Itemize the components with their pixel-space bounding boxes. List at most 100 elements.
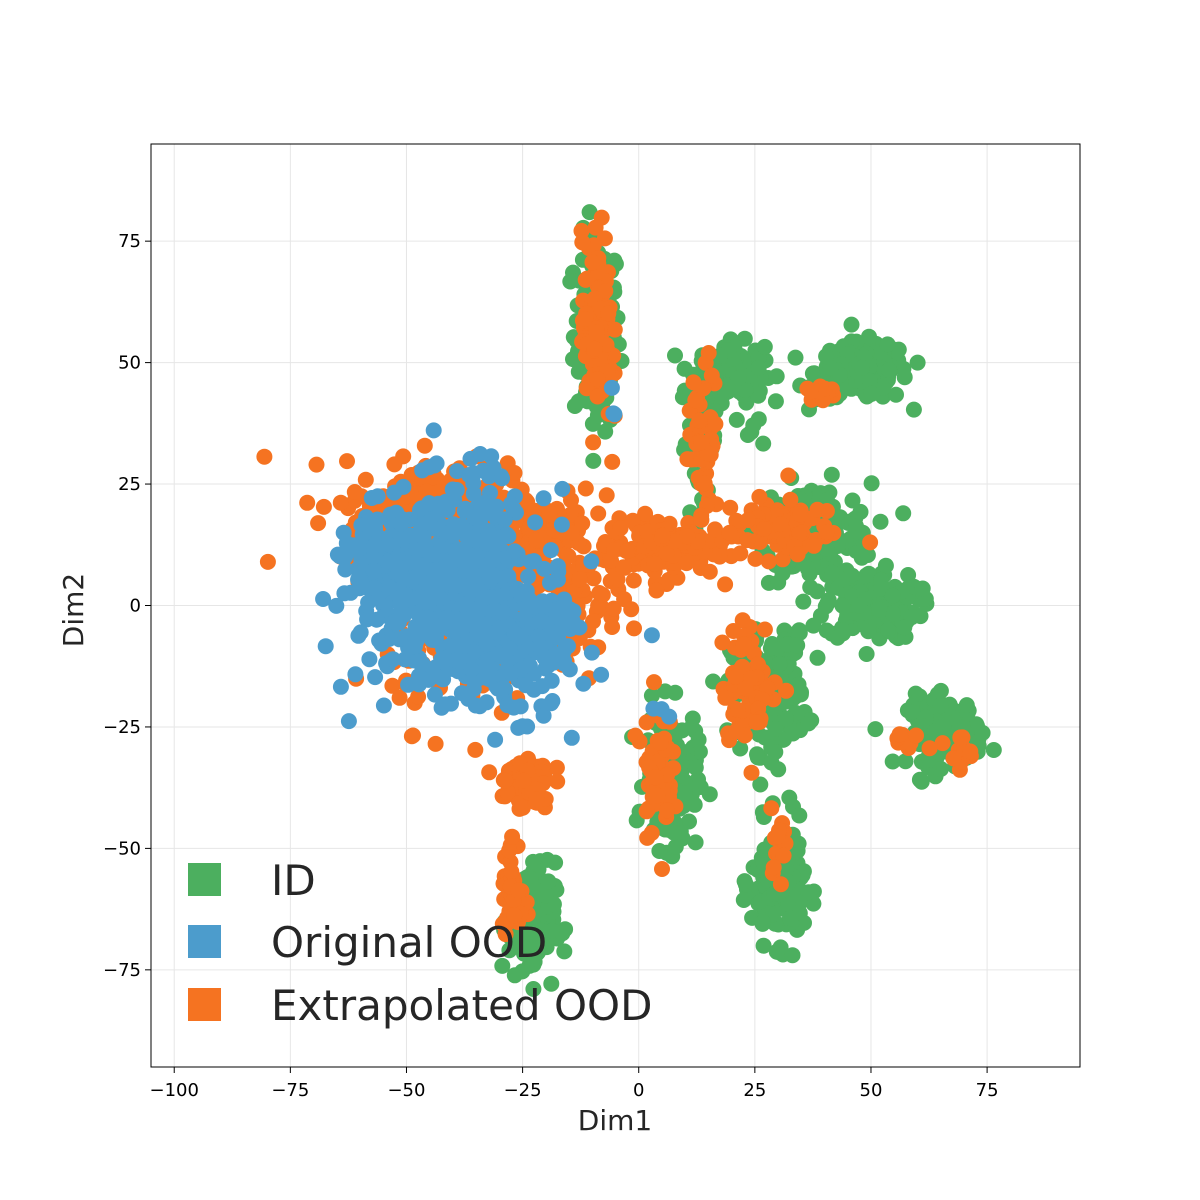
scatter-point xyxy=(526,950,543,967)
scatter-point xyxy=(765,859,782,876)
scatter-point xyxy=(495,680,512,697)
scatter-point xyxy=(410,688,427,705)
scatter-point xyxy=(624,512,641,529)
scatter-point xyxy=(520,925,537,942)
scatter-point xyxy=(784,947,801,964)
scatter-point xyxy=(573,222,590,239)
scatter-point xyxy=(587,219,604,236)
y-tick-label: 50 xyxy=(118,353,141,374)
scatter-point xyxy=(952,729,969,746)
scatter-point xyxy=(547,854,564,871)
scatter-point xyxy=(497,772,514,789)
scatter-point xyxy=(791,807,808,824)
scatter-point xyxy=(974,724,991,741)
scatter-point xyxy=(767,744,784,760)
scatter-point xyxy=(427,735,444,752)
scatter-point xyxy=(550,571,566,588)
scatter-point xyxy=(496,511,513,528)
scatter-point xyxy=(696,475,713,492)
scatter-point xyxy=(472,446,489,462)
scatter-point xyxy=(775,847,792,864)
scatter-point xyxy=(612,520,629,537)
scatter-point xyxy=(386,456,403,473)
scatter-point xyxy=(395,478,412,495)
scatter-point xyxy=(339,453,355,470)
scatter-point xyxy=(423,546,439,563)
y-tick-label: −75 xyxy=(103,960,141,981)
scatter-point xyxy=(728,723,745,740)
scatter-point xyxy=(578,380,595,397)
scatter-point xyxy=(751,488,768,505)
scatter-point xyxy=(368,611,385,628)
legend-swatch xyxy=(188,863,221,896)
scatter-point xyxy=(800,884,817,901)
scatter-point xyxy=(437,696,454,713)
scatter-point xyxy=(498,526,515,543)
x-tick-label: 75 xyxy=(976,1080,999,1101)
scatter-point xyxy=(768,368,785,385)
scatter-point xyxy=(732,740,749,757)
scatter-point xyxy=(747,550,764,567)
x-tick-label: −100 xyxy=(149,1080,198,1101)
scatter-point xyxy=(736,873,753,890)
scatter-point xyxy=(426,686,443,703)
scatter-point xyxy=(337,561,354,578)
scatter-point xyxy=(558,614,575,631)
scatter-point xyxy=(880,362,897,378)
scatter-point xyxy=(649,787,666,804)
scatter-point xyxy=(571,571,588,588)
scatter-point xyxy=(666,533,683,550)
scatter-point xyxy=(494,604,511,621)
scatter-point xyxy=(414,516,431,533)
scatter-point xyxy=(363,490,380,506)
scatter-point xyxy=(435,671,452,688)
scatter-point xyxy=(335,524,352,541)
scatter-point xyxy=(488,624,505,641)
scatter-point xyxy=(448,622,465,639)
scatter-point xyxy=(778,682,795,699)
scatter-point xyxy=(818,540,835,557)
scatter-point xyxy=(600,305,617,322)
scatter-point xyxy=(510,882,527,899)
scatter-point xyxy=(896,619,913,636)
legend-label: Original OOD xyxy=(271,918,547,967)
scatter-point xyxy=(735,892,752,908)
scatter-point xyxy=(358,516,375,533)
scatter-point xyxy=(527,514,544,531)
scatter-point xyxy=(577,480,594,497)
scatter-point xyxy=(392,515,409,532)
scatter-point xyxy=(772,876,789,893)
scatter-point xyxy=(654,527,671,544)
scatter-point xyxy=(792,506,809,523)
scatter-point xyxy=(756,521,772,537)
scatter-point xyxy=(342,584,359,601)
scatter-point xyxy=(497,926,514,943)
scatter-point xyxy=(958,697,975,714)
scatter-point xyxy=(862,534,879,551)
scatter-point xyxy=(317,638,334,655)
scatter-point xyxy=(873,580,890,597)
scatter-point xyxy=(730,370,747,386)
scatter-point xyxy=(945,750,962,767)
scatter-point xyxy=(853,359,870,376)
x-axis-label: Dim1 xyxy=(578,1104,652,1137)
scatter-point xyxy=(548,759,565,776)
scatter-point xyxy=(767,393,784,410)
scatter-point xyxy=(645,700,662,717)
legend-label: ID xyxy=(271,856,316,905)
scatter-point xyxy=(871,601,888,618)
scatter-point xyxy=(494,470,510,487)
scatter-point xyxy=(391,689,408,706)
scatter-point xyxy=(782,910,799,927)
scatter-point xyxy=(589,371,606,388)
scatter-point xyxy=(535,490,552,507)
scatter-point xyxy=(824,564,841,581)
scatter-point xyxy=(767,720,784,737)
scatter-point xyxy=(585,434,602,451)
scatter-point xyxy=(817,598,834,615)
scatter-point xyxy=(717,385,734,401)
scatter-point xyxy=(658,545,675,562)
scatter-point xyxy=(589,388,606,405)
scatter-point xyxy=(700,345,717,361)
